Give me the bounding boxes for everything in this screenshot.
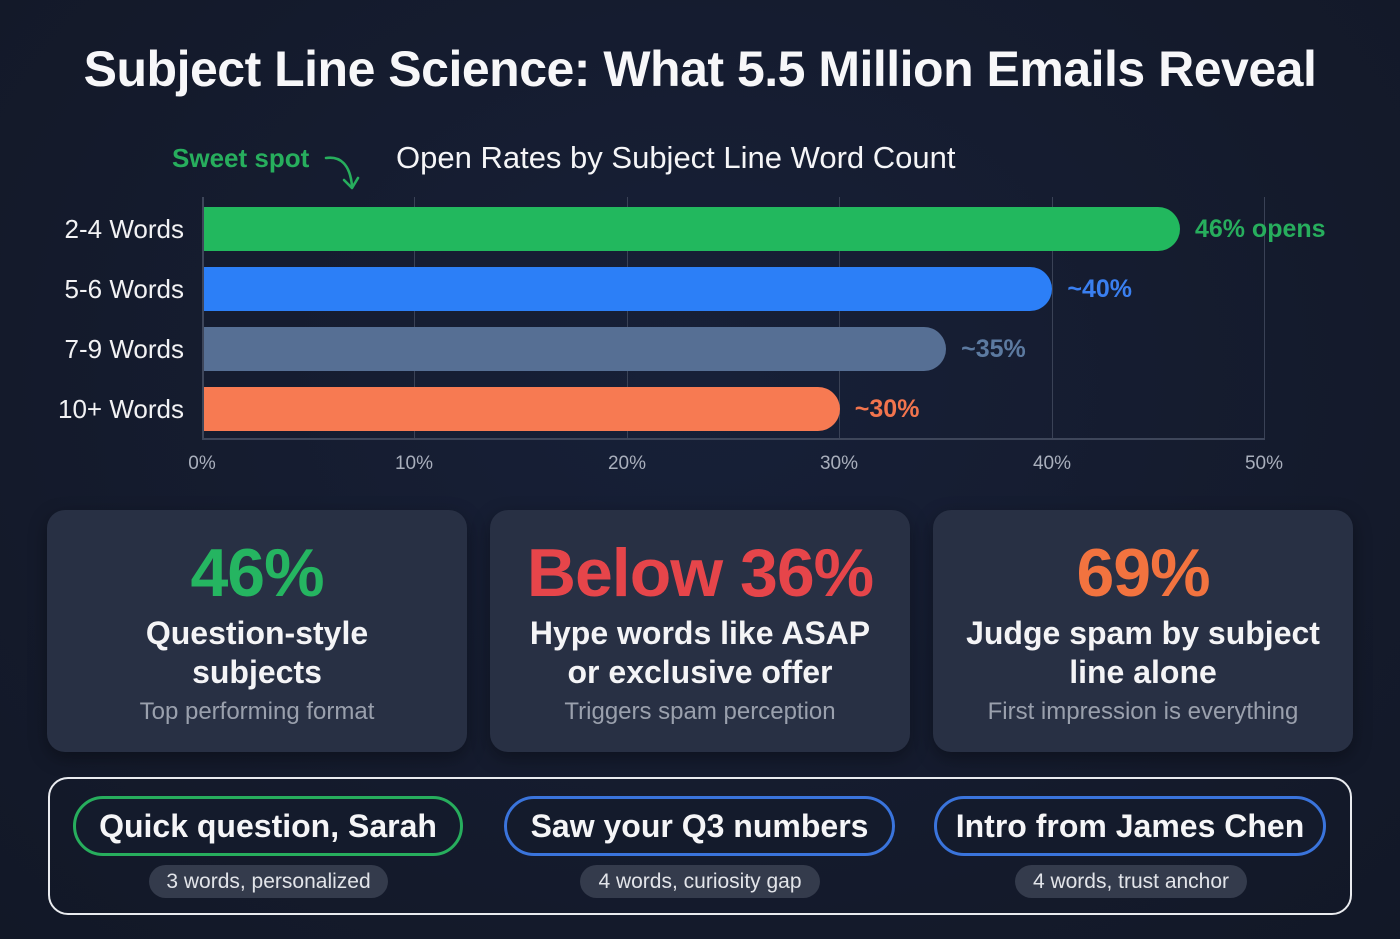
example-note-badge: 4 words, curiosity gap <box>580 865 820 898</box>
x-tick-label: 10% <box>394 453 434 474</box>
bar-5-6-words <box>202 267 1053 311</box>
examples-panel <box>48 777 1352 915</box>
stat-value: Below 36% <box>526 535 874 611</box>
stat-card-spam-judgement: 69% Judge spam by subject line alone Fir… <box>933 510 1353 752</box>
stat-description: Hype words like ASAP or exclusive offer <box>529 615 871 690</box>
gridline <box>1264 197 1265 440</box>
x-axis <box>202 438 1265 440</box>
category-label: 10+ Words <box>58 394 184 424</box>
stat-description: Judge spam by subject line alone <box>966 615 1320 690</box>
stat-value: 46% <box>190 535 324 611</box>
y-axis <box>202 197 204 440</box>
bar-value-label: ~35% <box>961 335 1026 363</box>
stat-card-question-style: 46% Question-style subjects Top performi… <box>47 510 467 752</box>
x-tick-label: 20% <box>607 453 647 474</box>
bar-value-label: 46% opens <box>1194 215 1326 243</box>
curved-arrow-icon <box>324 156 360 190</box>
stat-description: Question-style subjects <box>145 615 369 690</box>
x-tick-label: 40% <box>1032 453 1072 474</box>
category-label: 2-4 Words <box>64 214 184 244</box>
bar-value-label: ~30% <box>854 395 920 423</box>
page-title: Subject Line Science: What 5.5 Million E… <box>83 41 1317 97</box>
example-subject-pill: Quick question, Sarah <box>73 796 463 856</box>
chart-title: Open Rates by Subject Line Word Count <box>396 140 956 175</box>
stat-subtext: First impression is everything <box>987 698 1299 725</box>
gridline <box>1052 197 1053 440</box>
category-label: 5-6 Words <box>64 274 184 304</box>
stat-subtext: Top performing format <box>139 698 375 725</box>
bar-value-label: ~40% <box>1067 275 1133 303</box>
x-tick-label: 50% <box>1244 453 1284 474</box>
stat-card-hype-words: Below 36% Hype words like ASAP or exclus… <box>490 510 910 752</box>
example-subject-pill: Saw your Q3 numbers <box>504 796 895 856</box>
bar-2-4-words <box>202 207 1180 251</box>
bar-10-plus-words <box>202 387 840 431</box>
sweet-spot-annotation: Sweet spot <box>172 143 310 173</box>
example-note-badge: 3 words, personalized <box>149 865 388 898</box>
example-note-badge: 4 words, trust anchor <box>1015 865 1247 898</box>
bar-7-9-words <box>202 327 947 371</box>
category-label: 7-9 Words <box>64 334 184 364</box>
gridline <box>839 197 840 440</box>
bar-chart: 46% opens ~40% ~35% ~30% <box>202 197 1326 440</box>
stat-value: 69% <box>1076 535 1210 611</box>
stat-subtext: Triggers spam perception <box>564 698 836 725</box>
example-subject-pill: Intro from James Chen <box>934 796 1326 856</box>
x-tick-label: 30% <box>819 453 859 474</box>
x-tick-label: 0% <box>188 453 216 474</box>
gridline <box>627 197 628 440</box>
gridline <box>414 197 415 440</box>
